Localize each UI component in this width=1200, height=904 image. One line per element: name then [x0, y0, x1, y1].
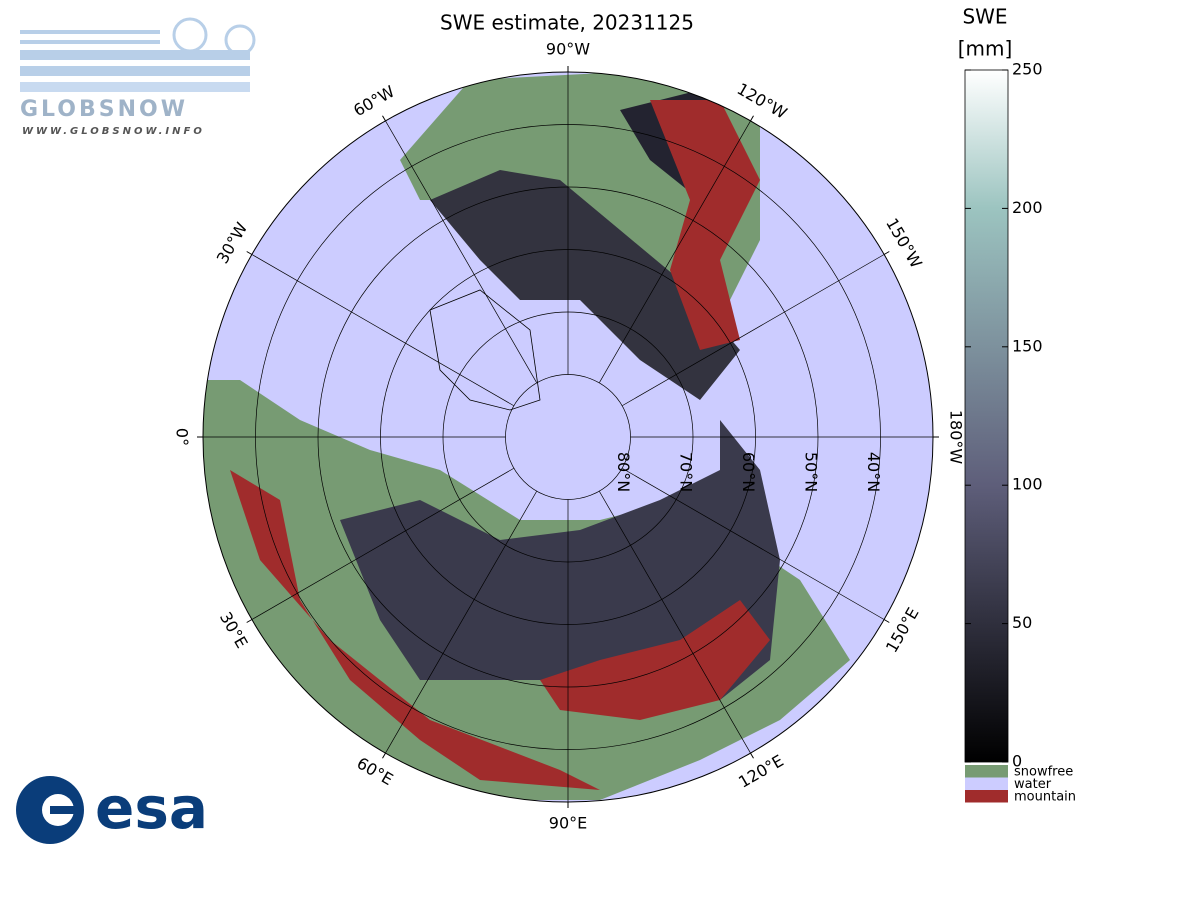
graticule [203, 72, 933, 802]
colorbar-tick-label: 50 [1012, 613, 1032, 632]
meridian-label: 60°E [354, 753, 397, 789]
meridian-tick [246, 251, 253, 255]
meridian-tick [883, 251, 890, 255]
meridian [385, 490, 538, 754]
mountain-europe [230, 470, 600, 790]
legend-swatch [965, 790, 1008, 803]
colorbar-label: [mm] [958, 37, 1013, 61]
meridian [251, 467, 515, 620]
colorbar [964, 69, 1009, 763]
meridian-label: 30°W [213, 219, 252, 267]
logo-url: WWW.GLOBSNOW.INFO [22, 126, 205, 137]
legend-swatch [965, 777, 1008, 790]
parallel-label: 40°N [864, 452, 883, 492]
meridian [598, 490, 751, 754]
colorbar-label: SWE [962, 5, 1007, 29]
parallel-label: 60°N [739, 452, 758, 492]
colorbar-ticks: 0 50 100 150 200 250 [965, 60, 1043, 771]
colorbar-tick-label: 150 [1012, 336, 1043, 355]
colorbar-tick-label: 0 [1012, 752, 1022, 771]
parallel-label: 70°N [677, 452, 696, 492]
meridian-label: 0° [173, 428, 192, 446]
meridian [251, 254, 515, 407]
esa-logo: esa [16, 774, 208, 844]
colorbar-tick-label: 250 [1012, 60, 1043, 79]
globsnow-logo: GLOBSNOW WWW.GLOBSNOW.INFO [20, 17, 256, 137]
parallel-label: 50°N [802, 452, 821, 492]
meridian-label: 90°E [549, 814, 587, 833]
legend-label: water [1014, 777, 1052, 792]
meridian-label: 60°W [350, 82, 398, 121]
meridian-label: 90°W [546, 40, 590, 59]
meridian-tick [750, 752, 754, 759]
legend-label: mountain [1014, 790, 1076, 805]
greenland [429, 289, 541, 411]
legend-swatch [965, 765, 1008, 778]
title: SWE estimate, 20231125 [440, 11, 694, 35]
meridian-tick [382, 115, 386, 122]
map-disc [203, 72, 933, 802]
land-snow [340, 420, 780, 700]
land-snow-na [430, 170, 740, 400]
logo-name: GLOBSNOW [20, 97, 188, 122]
meridian-label: 180°W [947, 410, 966, 465]
meridian [385, 120, 538, 384]
meridian [621, 254, 885, 407]
meridian [598, 120, 751, 384]
meridian [621, 467, 885, 620]
mountain-rockies [650, 100, 760, 350]
meridian-tick [750, 115, 754, 122]
meridian-label: 30°E [216, 609, 252, 652]
legend-label: snowfree [1014, 765, 1073, 780]
meridian-tick [883, 619, 890, 623]
colorbar-tick-label: 100 [1012, 475, 1043, 494]
esa-text: esa [95, 774, 208, 842]
meridian-tick [246, 619, 253, 623]
meridian-tick [382, 752, 386, 759]
parallel-label: 80°N [614, 452, 633, 492]
colorbar-tick-label: 200 [1012, 198, 1043, 217]
mountain-asia [540, 600, 770, 720]
